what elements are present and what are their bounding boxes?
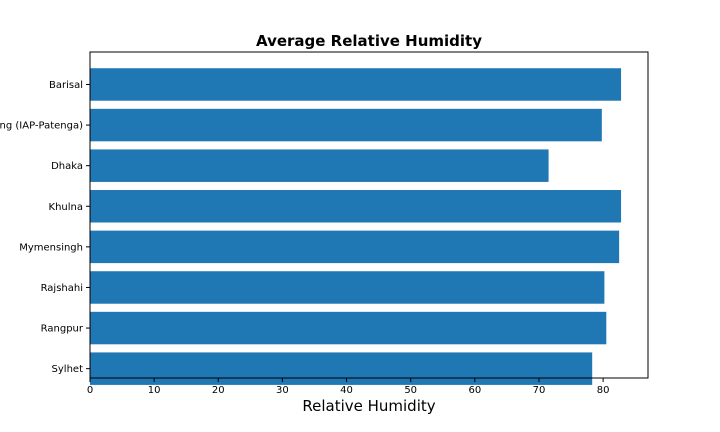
bar-rangpur <box>90 311 607 345</box>
y-tick-label: Rajshahi <box>41 283 83 294</box>
x-tick-label: 0 <box>87 385 93 396</box>
y-tick-label: Mymensingh <box>19 242 83 253</box>
bar-mymensingh <box>90 230 620 264</box>
y-tick-label: Rangpur <box>41 324 84 335</box>
bar-sylhet <box>90 352 593 385</box>
x-axis-ticks: 0 10 20 30 40 50 60 70 80 <box>87 378 610 396</box>
x-tick-label: 20 <box>212 385 225 396</box>
bar-khulna <box>90 190 622 223</box>
bar-dhaka <box>90 149 549 182</box>
x-tick-label: 40 <box>340 385 353 396</box>
bars-layer <box>90 68 622 385</box>
bar-rajshahi <box>90 271 605 304</box>
y-tick-label: Sylhet <box>52 364 84 375</box>
plot-frame <box>89 51 649 379</box>
x-tick-label: 30 <box>276 385 289 396</box>
y-tick-label: Dhaka <box>51 161 83 172</box>
y-tick-label: Barisal <box>49 80 83 91</box>
x-axis-label: Relative Humidity <box>302 397 435 415</box>
x-tick-label: 80 <box>597 385 610 396</box>
x-tick-label: 70 <box>533 385 546 396</box>
bar-chittagong-iap-patenga <box>90 108 602 142</box>
y-tick-label: Khulna <box>49 202 83 213</box>
bar-barisal <box>90 68 622 101</box>
x-tick-label: 60 <box>468 385 481 396</box>
x-tick-label: 50 <box>404 385 417 396</box>
y-tick-label: Chittagong (IAP-Patenga) <box>0 121 83 132</box>
y-axis-ticks: Barisal Chittagong (IAP-Patenga) Dhaka Khul… <box>0 80 90 375</box>
chart-title: Average Relative Humidity <box>256 32 482 50</box>
x-tick-label: 10 <box>148 385 161 396</box>
